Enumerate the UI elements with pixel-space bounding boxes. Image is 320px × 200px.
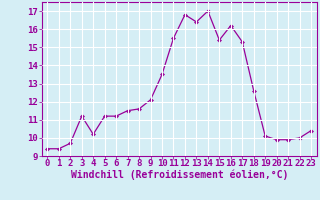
X-axis label: Windchill (Refroidissement éolien,°C): Windchill (Refroidissement éolien,°C) [70,169,288,180]
